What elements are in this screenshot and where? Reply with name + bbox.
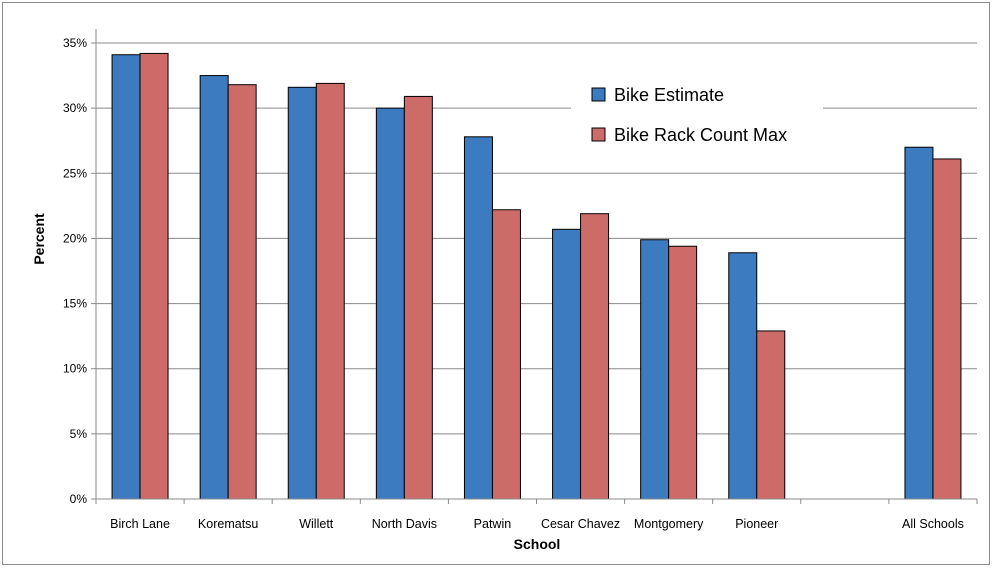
x-category-label: Pioneer (735, 517, 778, 531)
bar-bike-estimate (375, 107, 405, 500)
x-axis-title: School (514, 536, 561, 552)
bar-bike-rack-count-max (932, 158, 962, 500)
y-tick-label: 25% (63, 166, 87, 180)
bar-bike-rack-count-max (756, 330, 786, 500)
y-tick-label: 35% (63, 36, 87, 50)
legend-background (571, 73, 823, 163)
legend-label: Bike Estimate (614, 85, 724, 105)
bar-bike-estimate (199, 75, 229, 500)
x-category-label: Willett (299, 517, 334, 531)
bar-bike-estimate (728, 252, 758, 500)
y-tick-label: 0% (70, 492, 88, 506)
y-tick-label: 15% (63, 297, 87, 311)
bar-bike-rack-count-max (403, 95, 433, 500)
bar-bike-estimate (552, 228, 582, 500)
bar-bike-rack-count-max (315, 82, 345, 500)
y-axis-title: Percent (31, 213, 47, 265)
legend: Bike Estimate Bike Rack Count Max (571, 73, 823, 163)
x-category-label: North Davis (372, 517, 437, 531)
bar-bike-rack-count-max (227, 84, 257, 500)
x-category-label: Montgomery (634, 517, 704, 531)
bar-bike-estimate (111, 54, 141, 500)
y-tick-label: 10% (63, 362, 87, 376)
axes (95, 29, 978, 504)
x-category-label: Birch Lane (110, 517, 170, 531)
legend-swatch (591, 127, 606, 142)
x-category-labels: Birch Lane Korematsu Willett North Davis Pat… (110, 517, 964, 531)
x-category-label: All Schools (902, 517, 964, 531)
bar-bike-estimate (287, 86, 317, 500)
bar-chart: 0% 5% 10% 15% 20% 25% 30% 35% Birch Lane Koremat… (31, 29, 978, 552)
y-tick-label: 5% (70, 427, 88, 441)
bars (111, 52, 962, 500)
x-category-label: Korematsu (198, 517, 258, 531)
bar-bike-estimate (463, 136, 493, 500)
x-category-label: Cesar Chavez (541, 517, 620, 531)
legend-swatch (591, 87, 606, 102)
x-category-label: Patwin (474, 517, 512, 531)
y-tick-labels: 0% 5% 10% 15% 20% 25% 30% 35% (63, 36, 96, 506)
bar-bike-estimate (640, 239, 670, 500)
y-tick-label: 20% (63, 231, 87, 245)
bar-bike-rack-count-max (668, 245, 698, 500)
bar-bike-rack-count-max (580, 213, 610, 500)
bar-bike-rack-count-max (139, 52, 169, 500)
bar-bike-rack-count-max (491, 209, 521, 500)
y-tick-label: 30% (63, 101, 87, 115)
bar-bike-estimate (904, 146, 934, 500)
legend-label: Bike Rack Count Max (614, 125, 787, 145)
